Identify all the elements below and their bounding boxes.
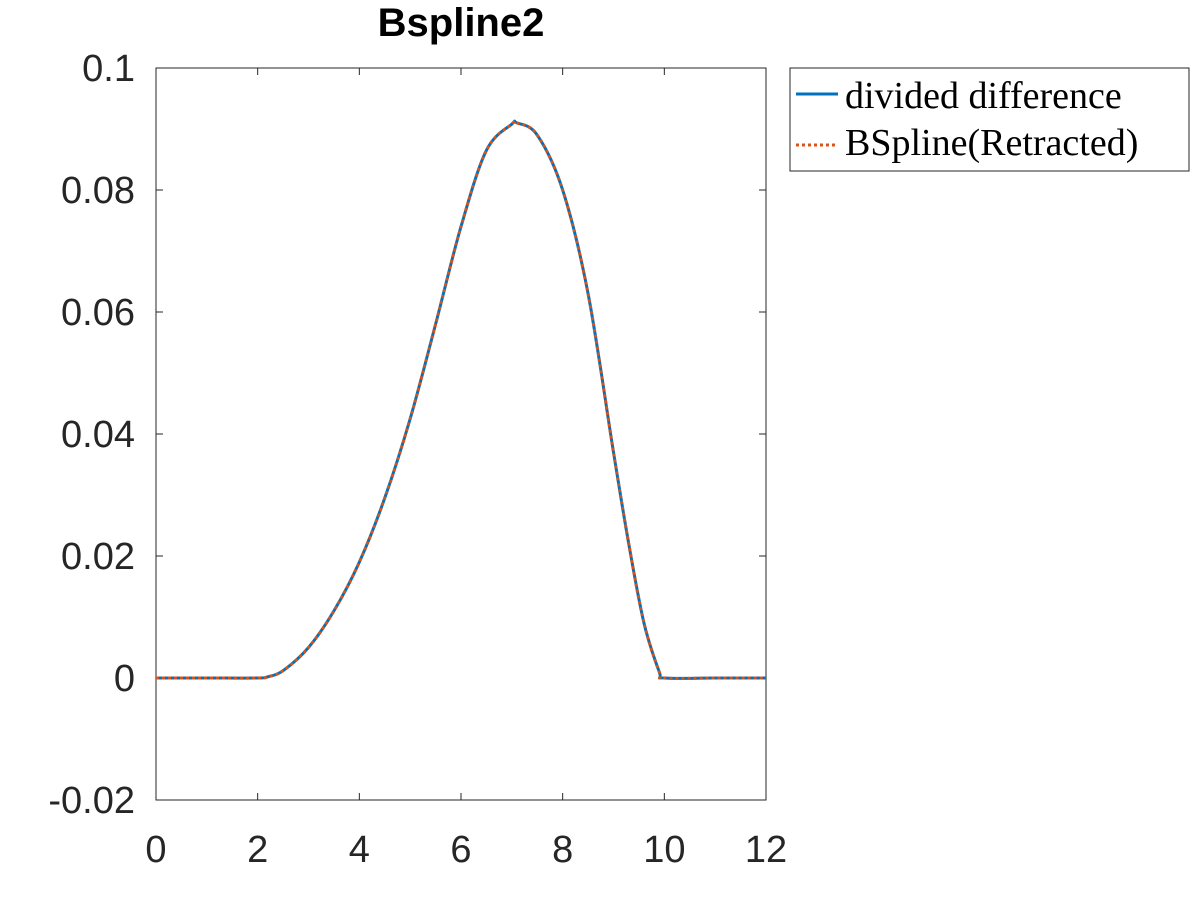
series-line-divided-difference <box>156 119 766 680</box>
x-tick-label: 12 <box>745 829 787 871</box>
legend-box <box>789 67 1190 172</box>
x-tick-label: 6 <box>450 829 471 871</box>
y-tick-label: -0.02 <box>48 780 135 822</box>
x-tick-label: 10 <box>643 829 685 871</box>
chart-title: Bspline2 <box>378 1 545 45</box>
y-tick-label: 0.1 <box>82 48 135 90</box>
x-tick-label: 8 <box>552 829 573 871</box>
axes-box <box>155 67 767 801</box>
series-lines <box>156 119 766 680</box>
legend: divided difference BSpline(Retracted) <box>789 67 1190 172</box>
legend-label-bspline-retracted: BSpline(Retracted) <box>845 122 1138 164</box>
legend-label-divided-difference: divided difference <box>845 75 1122 117</box>
y-tick-label: 0.08 <box>61 170 135 212</box>
x-tick-label: 0 <box>145 829 166 871</box>
x-tick-label: 4 <box>349 829 370 871</box>
x-tick-label: 2 <box>247 829 268 871</box>
y-tick-label: 0.04 <box>61 414 135 456</box>
y-tick-labels: -0.02 0 0.02 0.04 0.06 0.08 0.1 <box>48 48 135 822</box>
x-tick-labels: 0 2 4 6 8 10 12 <box>145 829 787 871</box>
y-tick-label: 0.06 <box>61 292 135 334</box>
plot-area <box>155 67 767 801</box>
y-tick-label: 0 <box>114 658 135 700</box>
y-tick-label: 0.02 <box>61 536 135 578</box>
